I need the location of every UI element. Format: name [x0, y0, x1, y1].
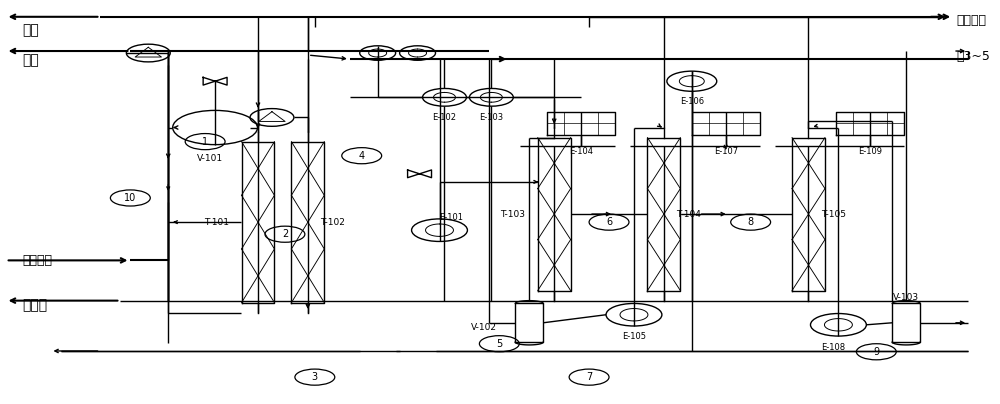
Text: 3: 3 [312, 372, 318, 382]
Text: 2: 2 [282, 229, 288, 239]
Text: E-103: E-103 [479, 113, 503, 122]
Text: 9: 9 [873, 347, 879, 357]
Text: 含烃尾气: 含烃尾气 [23, 255, 53, 267]
Text: 10: 10 [124, 193, 136, 203]
Text: E-105: E-105 [622, 332, 646, 341]
Text: 4: 4 [359, 151, 365, 161]
Text: E-109: E-109 [858, 147, 882, 156]
Text: 1: 1 [202, 137, 208, 147]
Text: V-102: V-102 [471, 323, 497, 332]
Text: E-107: E-107 [714, 147, 738, 156]
Text: T-105: T-105 [821, 210, 846, 219]
Text: 6: 6 [606, 217, 612, 227]
Text: T-104: T-104 [676, 210, 701, 219]
Text: E-102: E-102 [432, 113, 456, 122]
Text: T-103: T-103 [500, 210, 525, 219]
Text: 7: 7 [586, 372, 592, 382]
Text: E-104: E-104 [569, 147, 593, 156]
Text: 碳二限分: 碳二限分 [956, 14, 986, 27]
Text: 粗柴油: 粗柴油 [23, 299, 48, 313]
Text: 柴油: 柴油 [23, 53, 39, 67]
Text: 8: 8 [748, 217, 754, 227]
Text: T-102: T-102 [320, 218, 345, 227]
Text: E-106: E-106 [680, 97, 704, 106]
Text: 干气: 干气 [23, 23, 39, 37]
Text: 碳3~5: 碳3~5 [956, 50, 990, 63]
Text: E-101: E-101 [439, 213, 463, 222]
Text: V-101: V-101 [197, 154, 223, 163]
Text: V-103: V-103 [893, 292, 919, 302]
Text: E-108: E-108 [821, 343, 845, 352]
Text: 5: 5 [496, 339, 502, 349]
Text: T-101: T-101 [204, 218, 229, 227]
